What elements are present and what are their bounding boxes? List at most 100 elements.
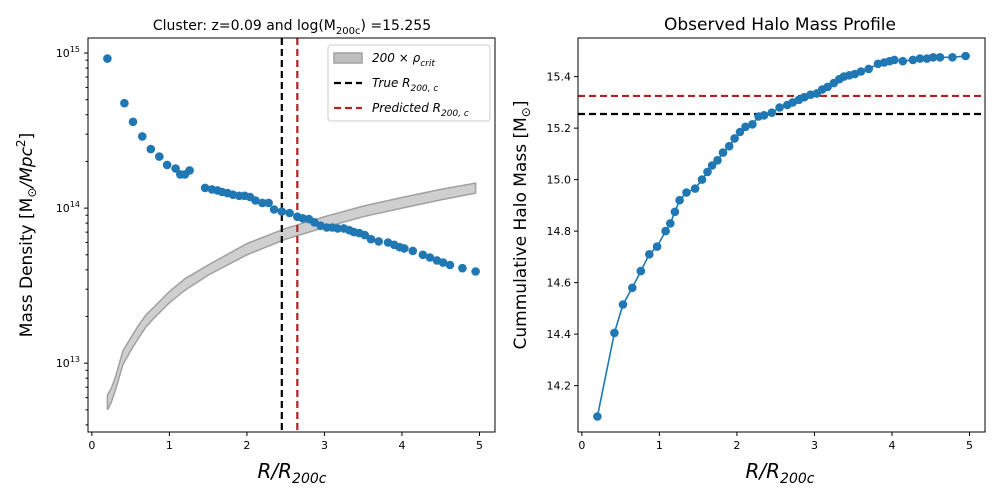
x-tick-label: 0 xyxy=(578,439,585,452)
data-point xyxy=(718,148,728,157)
data-point xyxy=(823,82,832,92)
x-tick-label: 5 xyxy=(966,439,973,452)
data-point xyxy=(675,195,684,205)
data-point xyxy=(652,242,662,251)
data-point xyxy=(890,55,899,65)
data-point xyxy=(138,132,147,141)
data-point xyxy=(593,412,602,421)
data-point xyxy=(928,53,938,62)
x-tick-label: 1 xyxy=(656,439,663,452)
legend-box xyxy=(327,44,491,122)
x-tick-label: 3 xyxy=(321,439,328,452)
data-point xyxy=(682,188,691,197)
data-point xyxy=(471,267,480,276)
data-point xyxy=(915,54,925,63)
data-point xyxy=(724,141,734,151)
data-point xyxy=(730,134,739,143)
data-point xyxy=(120,98,129,108)
data-point xyxy=(277,207,287,216)
legend: 200 × ρcrit True R200, c Predicted R200, c xyxy=(327,44,491,122)
data-point xyxy=(645,250,654,259)
left-chart-panel: Cluster: z=0.09 and log(M200c) =15.255 R… xyxy=(14,18,496,487)
data-point xyxy=(258,198,267,208)
y-tick-label: 1015 xyxy=(56,45,80,60)
data-point xyxy=(908,55,918,65)
y-tick-label: 15.2 xyxy=(547,122,572,135)
data-point xyxy=(618,300,628,309)
y-tick-label: 14.8 xyxy=(547,225,572,238)
y-tick-label: 1014 xyxy=(56,200,80,215)
y-tick-label: 14.6 xyxy=(547,277,572,290)
data-point xyxy=(103,54,112,63)
right-chart-panel: Observed Halo Mass Profile R/R200c Cummu… xyxy=(511,15,986,487)
legend-label: True R200, c xyxy=(372,76,438,94)
data-point xyxy=(661,226,670,236)
data-point xyxy=(935,53,945,62)
data-point xyxy=(748,120,757,129)
data-point xyxy=(697,175,707,184)
data-point xyxy=(333,224,342,233)
left-chart-title: Cluster: z=0.09 and log(M200c) =15.255 xyxy=(153,18,431,37)
y-tick-label: 1013 xyxy=(56,355,80,370)
y-tick-label: 14.2 xyxy=(547,380,572,393)
data-point xyxy=(146,144,156,154)
data-point xyxy=(285,208,294,218)
data-point xyxy=(961,51,970,61)
data-point xyxy=(418,250,428,260)
x-tick-label: 0 xyxy=(88,439,95,452)
data-point xyxy=(360,230,370,240)
y-tick-label: 14.4 xyxy=(547,328,572,341)
data-point xyxy=(200,183,210,193)
data-point xyxy=(735,127,745,137)
data-point xyxy=(374,237,384,246)
x-tick-label: 5 xyxy=(476,439,483,452)
data-point xyxy=(458,263,467,273)
data-point xyxy=(445,260,455,270)
legend-label: 200 × ρcrit xyxy=(372,51,435,69)
data-point xyxy=(759,111,769,120)
data-point xyxy=(264,198,273,208)
data-point xyxy=(438,258,448,267)
y-tick-label: 15.0 xyxy=(547,174,572,187)
axes-frame xyxy=(87,37,496,433)
data-point xyxy=(690,184,700,193)
data-point xyxy=(864,64,873,74)
data-point xyxy=(707,161,717,170)
x-tick-label: 1 xyxy=(166,439,173,452)
data-point xyxy=(666,219,675,228)
data-point xyxy=(636,266,646,276)
data-point xyxy=(408,246,418,256)
data-point xyxy=(948,53,957,62)
data-point xyxy=(162,160,172,170)
data-point xyxy=(703,167,712,177)
data-point xyxy=(185,166,194,175)
legend-band-swatch xyxy=(333,52,363,64)
data-point xyxy=(898,56,908,66)
left-y-axis-label: Mass Density [M⊙/Mpc2] xyxy=(14,133,39,337)
data-point xyxy=(670,207,680,217)
data-point xyxy=(425,253,435,262)
data-point xyxy=(741,122,750,132)
data-point xyxy=(251,196,260,205)
right-x-axis-label: R/R200c xyxy=(746,459,815,487)
y-tick-label: 15.4 xyxy=(547,71,572,84)
x-tick-label: 2 xyxy=(733,439,740,452)
x-tick-label: 4 xyxy=(398,439,405,452)
right-chart-title: Observed Halo Mass Profile xyxy=(664,15,896,35)
data-point xyxy=(713,156,722,165)
data-point xyxy=(128,117,138,127)
data-point xyxy=(767,108,777,117)
right-y-axis-label: Cummulative Halo Mass [M⊙] xyxy=(511,101,533,350)
data-point xyxy=(269,205,279,214)
data-point xyxy=(628,283,637,293)
x-tick-label: 3 xyxy=(811,439,818,452)
data-point xyxy=(366,234,376,244)
legend-label: Predicted R200, c xyxy=(372,101,469,119)
critical-density-band xyxy=(106,182,477,411)
axes-frame xyxy=(577,37,986,433)
left-x-axis-label: R/R200c xyxy=(258,459,327,487)
x-tick-label: 4 xyxy=(888,439,895,452)
x-tick-label: 2 xyxy=(243,439,250,452)
data-point xyxy=(856,67,866,76)
